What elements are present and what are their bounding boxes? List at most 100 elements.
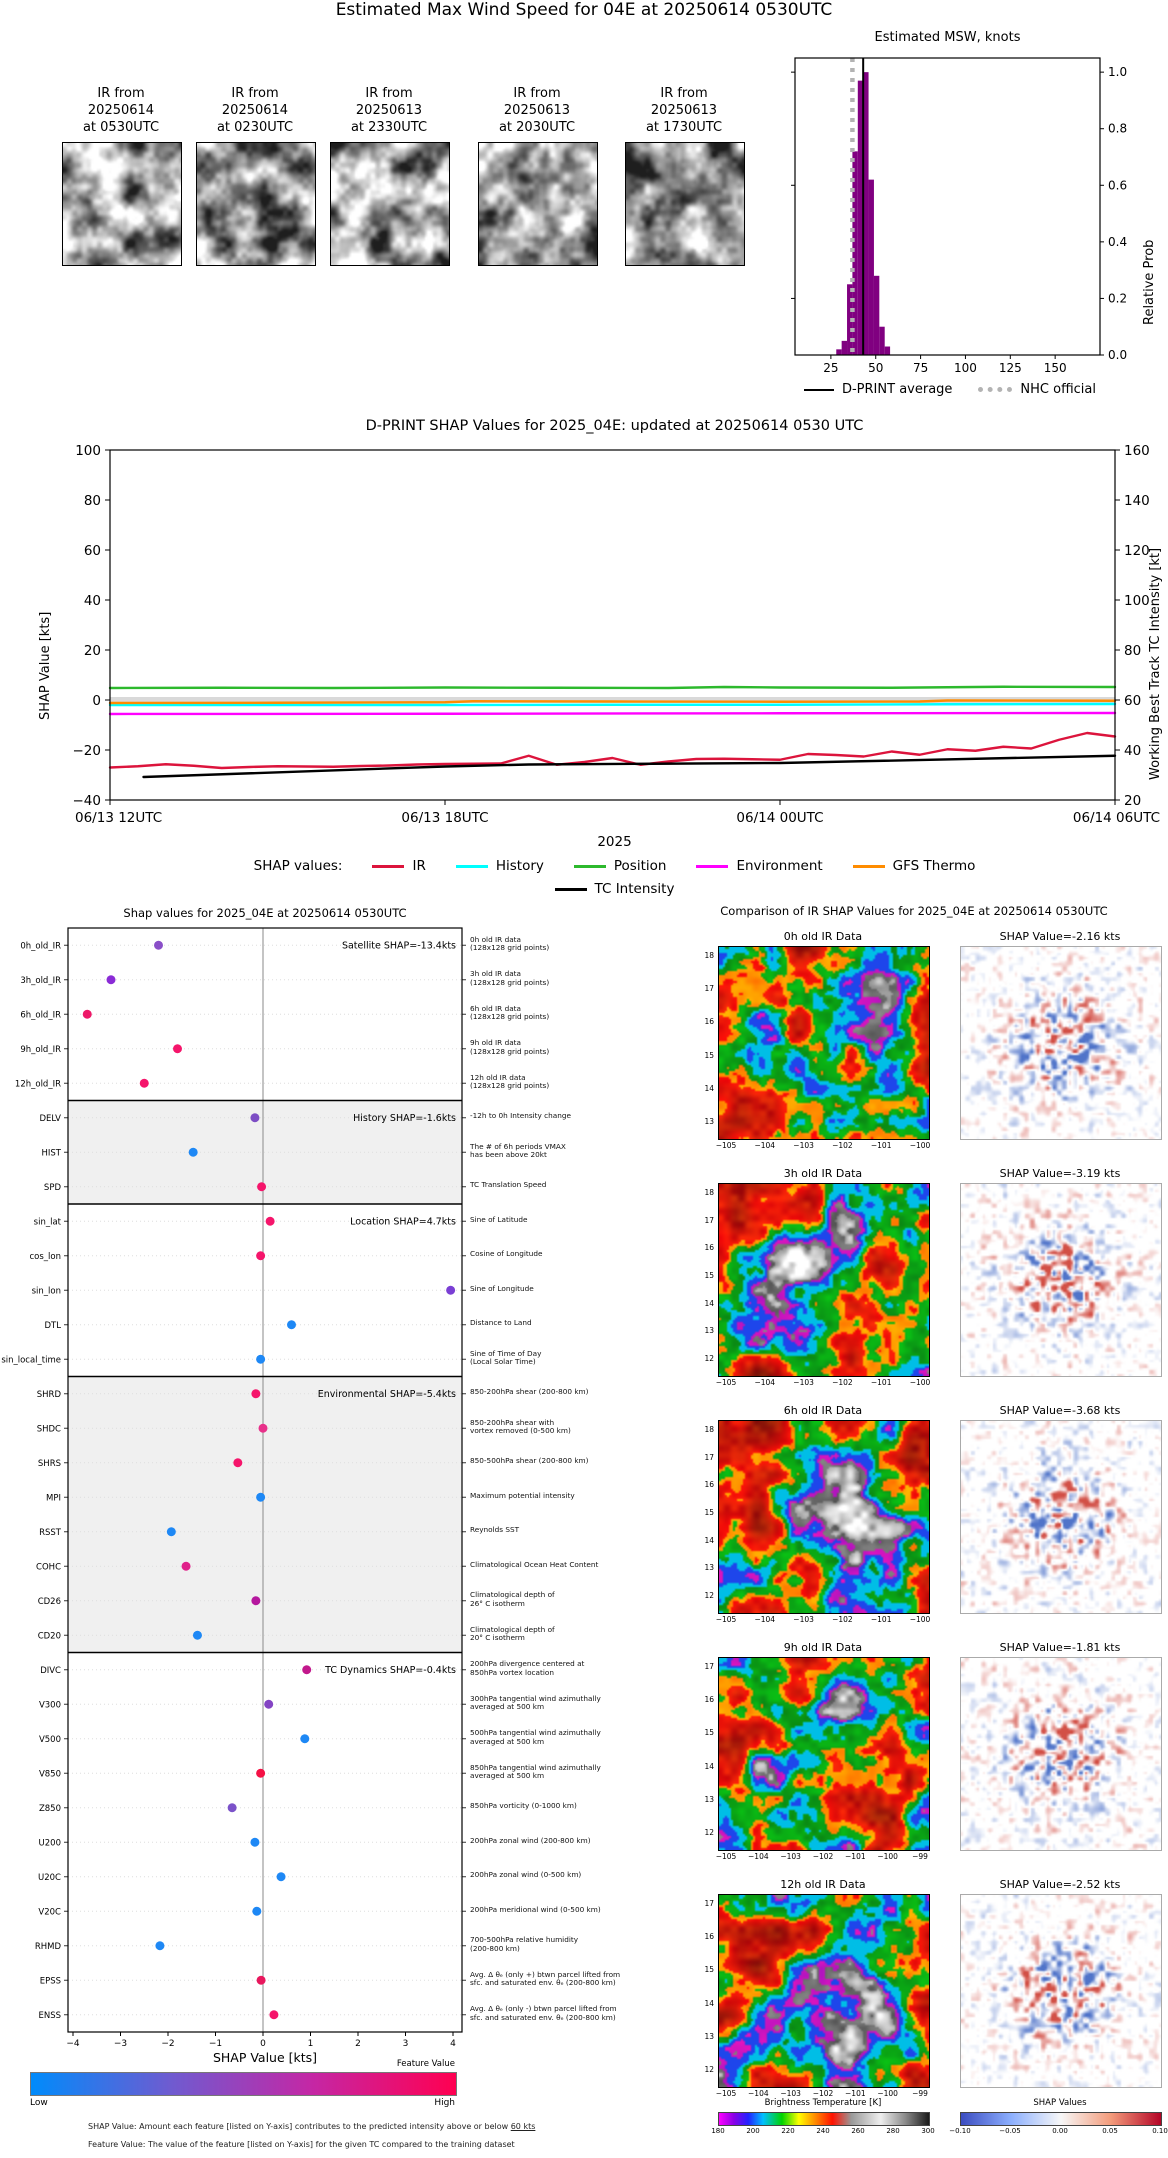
lon-tick-label: −103 bbox=[780, 1852, 801, 1861]
note-shap-prefix: SHAP Value: Amount each feature [listed … bbox=[88, 2122, 511, 2131]
feature-desc: 850-200hPa shear with vortex removed (0-… bbox=[470, 1417, 571, 1436]
feature-desc: 700-500hPa relative humidity (200-800 km… bbox=[470, 1935, 579, 1953]
shap-dot-CD20 bbox=[192, 1630, 202, 1640]
feature-label: V500 bbox=[39, 1735, 61, 1745]
shap-tick-label: 0.00 bbox=[1052, 2127, 1068, 2135]
beeswarm-plot: 0h_old_IR 3h_old_IR 6h_old_IR 9h_old_IR 12h_… bbox=[1, 927, 466, 2049]
page-title: Estimated Max Wind Speed for 04E at 2025… bbox=[335, 0, 833, 20]
shap-dot-CD26 bbox=[251, 1596, 261, 1606]
legend-label: D-PRINT average bbox=[841, 382, 953, 397]
shap-tick-label: −0.05 bbox=[999, 2127, 1021, 2135]
lat-tick-label: 12 bbox=[704, 1828, 714, 1837]
lon-tick-label: −104 bbox=[748, 1852, 769, 1861]
ir-thumbnail-caption: IR from 20250614 at 0230UTC bbox=[216, 86, 294, 135]
bee-xtick-label: 4 bbox=[450, 2039, 456, 2049]
ir-shap-comparison: Comparison of IR SHAP Values for 2025_04… bbox=[660, 900, 1168, 2158]
histogram-bar bbox=[863, 72, 869, 355]
shap-tick-label: −0.10 bbox=[949, 2127, 971, 2135]
shap-dot-0h_old_IR bbox=[154, 940, 163, 950]
lon-tick-label: −105 bbox=[715, 1615, 737, 1624]
feature-desc: 300hPa tangential wind azimuthally avera… bbox=[470, 1693, 601, 1712]
histogram-bar bbox=[836, 349, 842, 355]
legend-label: Environment bbox=[736, 858, 823, 874]
shap-dot-6h_old_IR bbox=[82, 1009, 92, 1019]
shap-value-map bbox=[960, 1894, 1162, 2088]
ir-thumbnail-strip: IR from 20250614 at 0530UTC IR from 20250… bbox=[0, 85, 780, 285]
shap-dot-SPD bbox=[257, 1182, 267, 1192]
ir-thumbnail-image bbox=[478, 142, 598, 266]
feature-desc: 200hPa meridional wind (0-500 km) bbox=[470, 1904, 601, 1914]
bee-xtick-label: −2 bbox=[161, 2039, 174, 2049]
bt-colorbar bbox=[718, 2112, 930, 2126]
feature-desc: 0h old IR data (128x128 grid points) bbox=[470, 934, 550, 953]
ts-ytick-left-label: 60 bbox=[84, 543, 101, 559]
section-annotation: History SHAP=-1.6kts bbox=[353, 1113, 456, 1124]
feature-label: 0h_old_IR bbox=[20, 941, 61, 951]
lon-tick-label: −104 bbox=[754, 1141, 776, 1150]
section-annotation: Satellite SHAP=-13.4kts bbox=[342, 940, 456, 951]
legend-swatch bbox=[372, 864, 405, 868]
ts-ytick-right-label: 140 bbox=[1124, 493, 1150, 509]
ts-ytick-left-label: −40 bbox=[73, 793, 102, 809]
lon-tick-label: −104 bbox=[754, 1378, 776, 1387]
feature-label: 3h_old_IR bbox=[20, 976, 61, 986]
feature-label: U20C bbox=[38, 1873, 61, 1883]
note-shap-underline: 60 kts bbox=[510, 2122, 536, 2131]
shap-dot-sin_local_time bbox=[256, 1354, 266, 1364]
ts-ytick-right-label: 100 bbox=[1124, 593, 1150, 609]
legend-swatch bbox=[978, 387, 1013, 392]
lat-tick-label: 17 bbox=[704, 1452, 714, 1462]
lat-tick-label: 13 bbox=[704, 1117, 714, 1126]
ir-data-map bbox=[718, 946, 930, 1140]
lon-tick-label: −101 bbox=[870, 1615, 892, 1624]
shap-dot-RSST bbox=[166, 1527, 176, 1537]
series-gfs-thermo bbox=[108, 699, 1117, 705]
lat-tick-label: 14 bbox=[704, 1083, 714, 1093]
lon-tick-label: −103 bbox=[780, 2089, 801, 2098]
lon-tick-label: −105 bbox=[715, 2089, 737, 2098]
bee-xtick-label: −4 bbox=[66, 2039, 80, 2049]
lon-tick-label: −100 bbox=[909, 1141, 931, 1150]
histogram-frame bbox=[794, 57, 1101, 356]
ts-ytick-right-label: 120 bbox=[1124, 543, 1150, 559]
histogram-ytick-label: 0.6 bbox=[1108, 178, 1127, 192]
bt-tick-label: 280 bbox=[886, 2127, 900, 2135]
ir-thumbnail-image bbox=[625, 142, 745, 266]
histogram-ytick-label: 0.0 bbox=[1108, 348, 1127, 362]
feature-label: COHC bbox=[36, 1562, 61, 1572]
zero-band bbox=[110, 697, 1115, 703]
feature-label: SHRD bbox=[37, 1390, 62, 1400]
feature-desc: Sine of Longitude bbox=[470, 1283, 534, 1293]
shap-dot-RHMD bbox=[155, 1941, 165, 1951]
ts-ytick-left-label: 0 bbox=[92, 693, 101, 709]
timeseries-legend-row2: TC Intensity bbox=[112, 881, 1117, 897]
timeseries-ylabel-left: SHAP Value [kts] bbox=[38, 611, 53, 720]
ts-xtick-label: 06/13 12UTC bbox=[75, 810, 162, 826]
bee-xtick-label: 0 bbox=[260, 2039, 266, 2049]
lat-tick-label: 18 bbox=[704, 951, 714, 960]
timeseries-plot: −40 −20 0 20 40 60 80 100 20 40 60 80 100 120 140 160 06… bbox=[73, 443, 1161, 826]
ir-data-map bbox=[718, 1657, 930, 1851]
comparison-ir-title: 3h old IR Data bbox=[783, 1167, 863, 1180]
bt-tick-label: 300 bbox=[921, 2127, 935, 2135]
feature-label: V20C bbox=[38, 1907, 61, 1917]
bee-xtick-label: 1 bbox=[308, 2039, 314, 2049]
comparison-ir-title: 0h old IR Data bbox=[783, 930, 863, 943]
bt-colorbar-ticks: 180 200 220 240 260 280 300 bbox=[711, 2127, 934, 2139]
feature-desc: Maximum potential intensity bbox=[470, 1490, 575, 1500]
legend-label: TC Intensity bbox=[594, 881, 675, 897]
histogram-bar bbox=[879, 326, 885, 355]
bt-colorbar-label: Brightness Temperature [K] bbox=[764, 2098, 882, 2108]
feature-desc: 850-200hPa shear (200-800 km) bbox=[470, 1387, 589, 1397]
shap-dot-SHRS bbox=[233, 1458, 243, 1468]
ts-legend-item: Environment bbox=[696, 858, 823, 874]
series-ir bbox=[108, 731, 1117, 770]
shap-tick-label: 0.10 bbox=[1152, 2127, 1168, 2135]
bt-tick-label: 260 bbox=[851, 2127, 865, 2135]
shap-dot-EPSS bbox=[256, 1975, 266, 1985]
shap-colorbar-ticks: −0.10 −0.05 0.00 0.05 0.10 bbox=[949, 2127, 1168, 2139]
ir-thumbnail-image bbox=[62, 142, 182, 266]
ir-data-map bbox=[718, 1183, 930, 1377]
lat-tick-label: 17 bbox=[704, 1662, 714, 1671]
